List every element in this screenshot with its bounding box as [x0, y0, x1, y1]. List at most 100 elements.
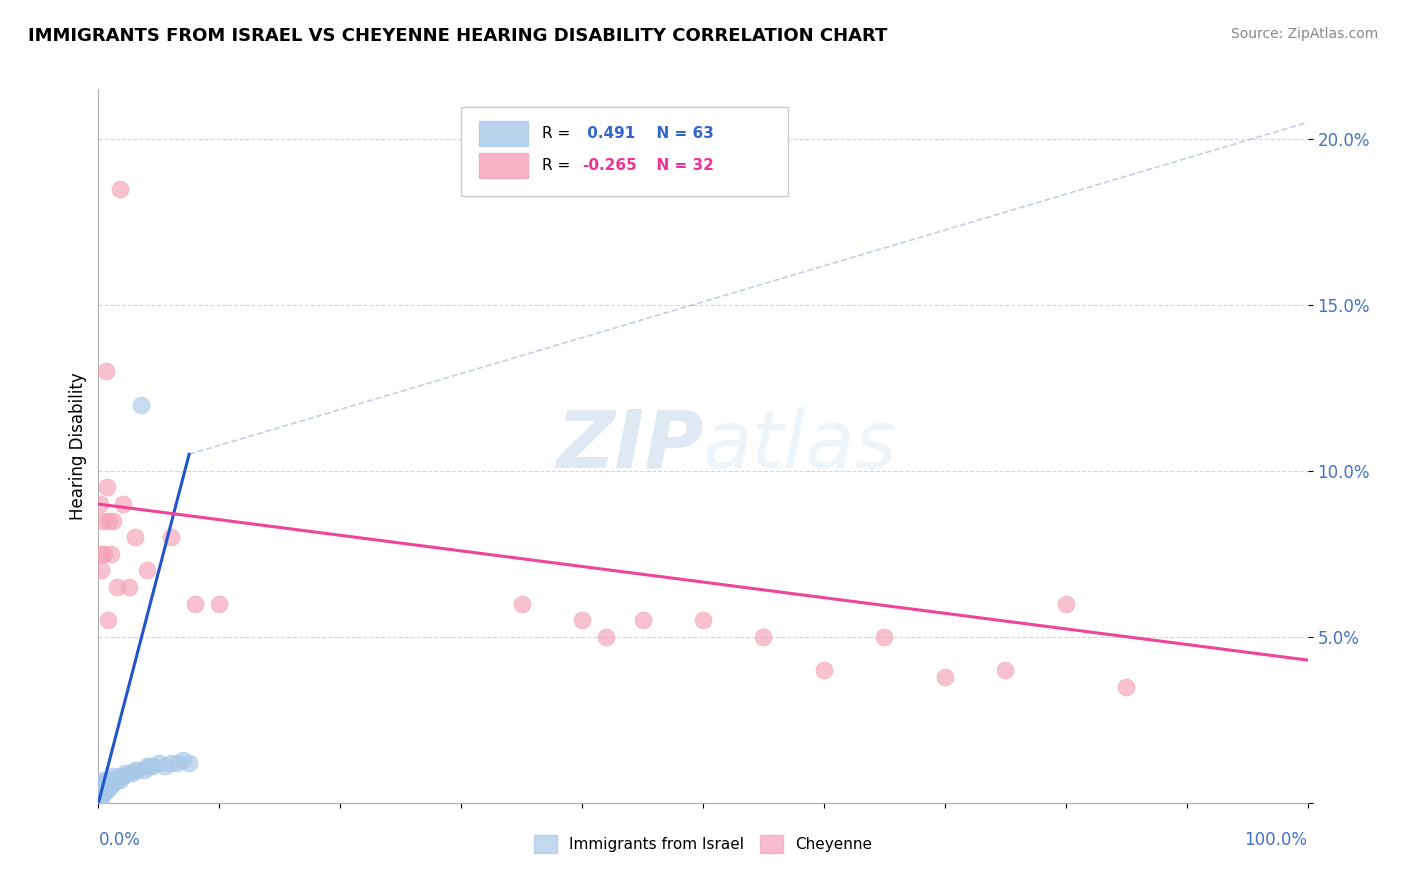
- Point: [135, 759, 157, 773]
- Text: 100.0%: 100.0%: [1244, 831, 1308, 849]
- Point: [96, 782, 118, 797]
- Point: [91, 514, 114, 528]
- Point: [91, 547, 114, 561]
- Point: [90, 786, 112, 800]
- Point: [103, 772, 125, 787]
- Bar: [479, 153, 527, 178]
- Point: [94, 779, 117, 793]
- Point: [96, 772, 118, 787]
- Point: [96, 779, 118, 793]
- Point: [90, 786, 112, 800]
- Point: [153, 759, 176, 773]
- Y-axis label: Hearing Disability: Hearing Disability: [69, 372, 87, 520]
- Point: [108, 182, 131, 196]
- Point: [934, 670, 956, 684]
- Point: [93, 547, 115, 561]
- Point: [105, 772, 128, 787]
- Point: [98, 779, 121, 793]
- Point: [1054, 597, 1077, 611]
- Point: [134, 763, 156, 777]
- Point: [121, 766, 143, 780]
- Point: [179, 756, 201, 770]
- Text: 0.491: 0.491: [582, 126, 636, 141]
- Point: [111, 769, 134, 783]
- Point: [129, 397, 152, 411]
- Legend: Immigrants from Israel, Cheyenne: Immigrants from Israel, Cheyenne: [529, 829, 877, 859]
- Point: [124, 530, 146, 544]
- Text: IMMIGRANTS FROM ISRAEL VS CHEYENNE HEARING DISABILITY CORRELATION CHART: IMMIGRANTS FROM ISRAEL VS CHEYENNE HEARI…: [28, 27, 887, 45]
- Point: [89, 782, 111, 797]
- Point: [100, 776, 122, 790]
- Point: [118, 766, 141, 780]
- Text: R =: R =: [543, 126, 575, 141]
- Point: [142, 759, 165, 773]
- Point: [631, 613, 654, 627]
- Point: [91, 776, 114, 790]
- Point: [93, 772, 115, 787]
- Point: [89, 789, 111, 804]
- Bar: [479, 121, 527, 146]
- Point: [873, 630, 896, 644]
- Point: [89, 789, 111, 804]
- Point: [595, 630, 617, 644]
- Point: [752, 630, 775, 644]
- Point: [101, 514, 124, 528]
- Text: -0.265: -0.265: [582, 158, 637, 173]
- Point: [571, 613, 593, 627]
- Point: [100, 779, 122, 793]
- Point: [108, 769, 131, 783]
- Point: [172, 753, 194, 767]
- Point: [98, 772, 121, 787]
- Point: [90, 782, 112, 797]
- Point: [89, 786, 111, 800]
- Point: [97, 772, 120, 787]
- Point: [510, 597, 533, 611]
- Point: [135, 564, 157, 578]
- Point: [692, 613, 714, 627]
- Point: [127, 763, 149, 777]
- Point: [111, 497, 134, 511]
- Point: [90, 779, 112, 793]
- Point: [160, 530, 183, 544]
- Point: [208, 597, 231, 611]
- Point: [89, 779, 111, 793]
- Point: [94, 782, 117, 797]
- Point: [93, 786, 115, 800]
- Point: [91, 789, 114, 804]
- Point: [118, 580, 141, 594]
- Point: [100, 772, 122, 787]
- Point: [114, 766, 136, 780]
- Point: [139, 759, 162, 773]
- Text: ZIP: ZIP: [555, 407, 703, 485]
- Text: N = 32: N = 32: [647, 158, 714, 173]
- Point: [89, 786, 111, 800]
- Point: [91, 786, 114, 800]
- Point: [124, 763, 146, 777]
- Point: [94, 364, 117, 378]
- Point: [91, 776, 114, 790]
- Text: Source: ZipAtlas.com: Source: ZipAtlas.com: [1230, 27, 1378, 41]
- Point: [813, 663, 835, 677]
- Point: [91, 779, 114, 793]
- Point: [91, 782, 114, 797]
- Point: [160, 756, 183, 770]
- Text: R =: R =: [543, 158, 575, 173]
- Point: [100, 547, 122, 561]
- Point: [96, 481, 118, 495]
- Point: [98, 514, 121, 528]
- Point: [1115, 680, 1137, 694]
- Point: [91, 786, 114, 800]
- Point: [166, 756, 188, 770]
- Text: atlas: atlas: [703, 407, 898, 485]
- Text: N = 63: N = 63: [647, 126, 714, 141]
- Point: [93, 782, 115, 797]
- Point: [93, 776, 115, 790]
- Point: [101, 776, 124, 790]
- Point: [184, 597, 207, 611]
- Point: [90, 789, 112, 804]
- Point: [90, 564, 112, 578]
- Point: [148, 756, 170, 770]
- Point: [97, 613, 120, 627]
- Point: [87, 789, 110, 804]
- Point: [97, 779, 120, 793]
